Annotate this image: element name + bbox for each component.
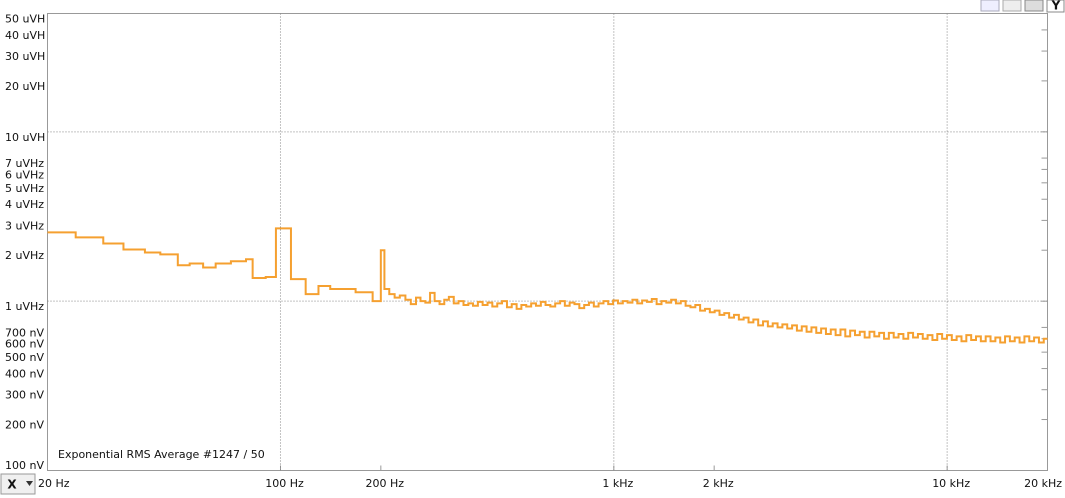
y-tick-label: 20 uVH (5, 80, 45, 93)
y-tick-label: 400 nV (5, 368, 44, 381)
x-tick-label: 10 kHz (932, 477, 970, 490)
dropdown-arrow (26, 481, 33, 486)
y-tick-label: 500 nV (5, 351, 44, 364)
x-tick-label: 100 Hz (265, 477, 304, 490)
x-button-label: X (7, 478, 17, 492)
y-tick-label: 10 uVH (5, 131, 45, 144)
y-tick-label: 3 uVHz (5, 219, 44, 232)
tool-icon[interactable] (1024, 0, 1044, 12)
x-tick-label: 2 kHz (703, 477, 734, 490)
toolbar: Y (980, 0, 1065, 13)
y-tick-label: 4 uVHz (5, 198, 44, 211)
y-tick-label: 300 nV (5, 389, 44, 402)
y-tick-label: 30 uVH (5, 50, 45, 63)
y-tick-label: 6 uVHz (5, 168, 44, 181)
x-tick-label: 20 Hz (38, 477, 70, 490)
y-tick-label: 700 nV (5, 326, 44, 339)
tool-icon[interactable] (980, 0, 1000, 12)
annotation: Exponential RMS Average #1247 / 50 (58, 448, 265, 461)
y-tick-label: 50 uVH (5, 13, 45, 26)
y-tick-label: 1 uVHz (5, 300, 44, 313)
x-tick-label: 1 kHz (602, 477, 633, 490)
x-tick-label: 200 Hz (366, 477, 405, 490)
y-button-label: Y (1051, 0, 1061, 13)
y-tick-label: 7 uVHz (5, 157, 44, 170)
y-tick-label: 5 uVHz (5, 182, 44, 195)
y-tick-label: 40 uVH (5, 29, 45, 42)
x-button-group: X (0, 473, 36, 495)
x-tick-label: 20 kHz (1024, 477, 1062, 490)
x-button[interactable] (0, 473, 36, 495)
y-tick-label: 2 uVHz (5, 249, 44, 262)
plot-frame (47, 13, 1048, 471)
y-button[interactable] (1046, 0, 1065, 13)
tool-icon[interactable] (1002, 0, 1022, 12)
y-tick-label: 200 nV (5, 419, 44, 432)
y-tick-label: 600 nV (5, 338, 44, 351)
spectrum-line (47, 227, 1048, 344)
y-tick-label: 100 nV (5, 459, 44, 472)
